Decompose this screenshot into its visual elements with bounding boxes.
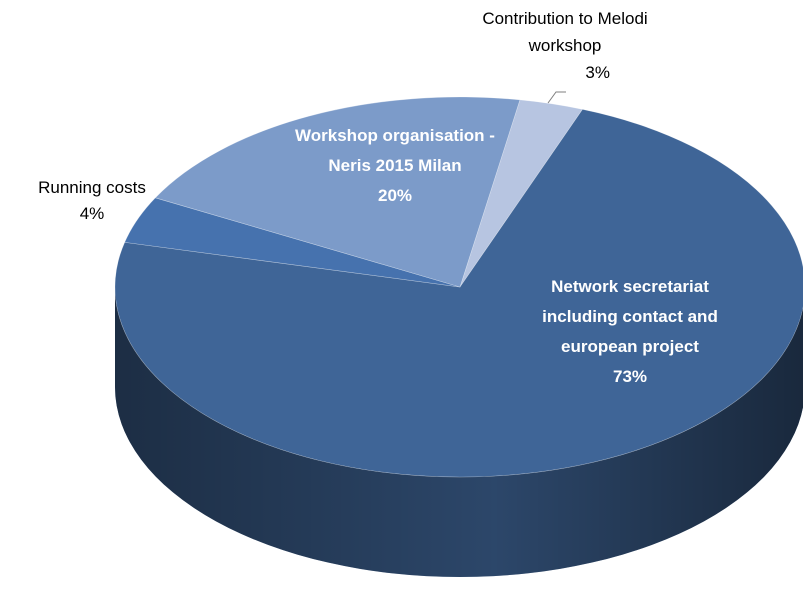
value-label: 73% [612, 367, 648, 386]
slice [154, 96, 521, 288]
slice-label: Network secretariat including contact an… [540, 272, 720, 392]
slice-label: Workshop organisation - Neris 2015 Milan… [295, 121, 495, 211]
category-name: Workshop organisation - Neris 2015 Milan [295, 126, 495, 175]
slice [114, 109, 803, 478]
value-label: 3% [585, 63, 610, 82]
slice-label: Running costs 4% [12, 175, 172, 227]
slice [459, 99, 584, 288]
category-name: Running costs [38, 178, 146, 197]
category-name: Contribution to Melodi workshop [482, 9, 648, 55]
leader-line [547, 91, 566, 104]
category-name: Network secretariat including contact an… [542, 277, 718, 356]
slice-label: Contribution to Melodi workshop 3% [470, 5, 660, 86]
value-label: 4% [79, 204, 105, 223]
slice [124, 197, 461, 288]
slice-side-shade [115, 287, 803, 577]
value-label: 20% [377, 186, 413, 205]
